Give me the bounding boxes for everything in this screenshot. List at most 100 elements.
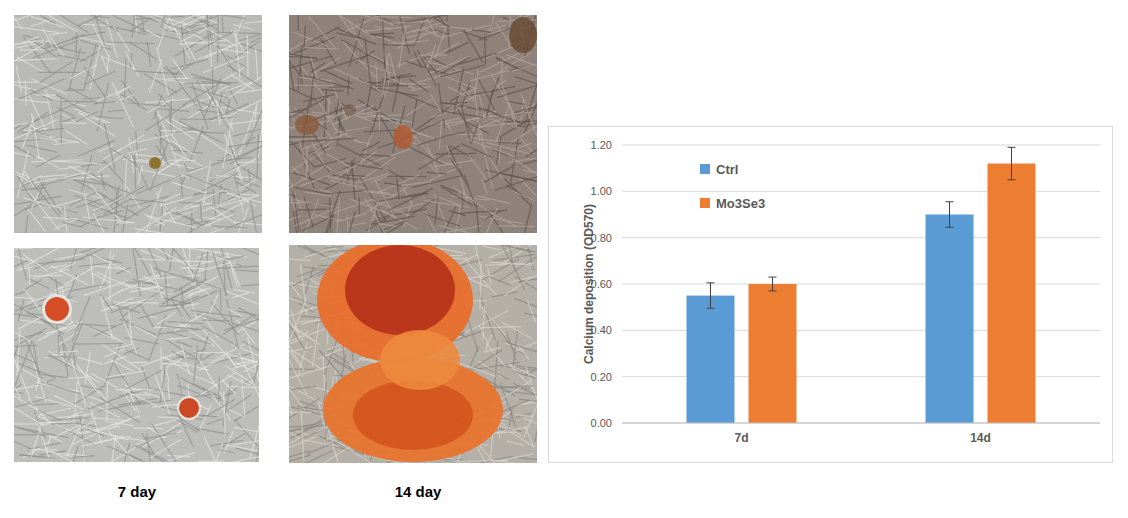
cell-streak [206,399,235,416]
micro-bg [14,248,259,462]
cell-streak [113,302,159,303]
cell-streak [291,386,316,390]
cell-streak [31,275,63,277]
cell-streak [481,306,506,335]
cell-streak [24,280,42,290]
cell-streak [220,289,222,312]
cell-streak [236,448,259,457]
cell-streak [222,380,236,394]
cell-streak [72,456,94,458]
cell-streak [83,217,134,223]
cell-streak [121,80,138,104]
panel-label: 7 day [118,483,157,500]
cell-streak [114,186,119,231]
cell-streak [246,101,262,147]
error-bar [1008,147,1016,179]
cell-streak [209,200,249,221]
cell-streak [481,326,521,328]
cell-streak [405,61,448,75]
cell-streak [34,411,46,439]
cell-streak [14,439,31,449]
legend-label: Mo3Se3 [716,196,765,211]
cell-streak [488,386,534,388]
cell-streak [14,123,28,127]
cell-streak [486,368,509,380]
cell-streak [466,139,515,157]
cell-streak [157,312,175,324]
error-bar [707,283,715,308]
cell-streak [28,190,59,230]
cell-streak [227,395,251,411]
cell-streak [481,51,524,72]
error-stem [949,202,950,227]
cell-streak [28,279,49,289]
cell-streak [43,217,78,219]
cell-streak [431,94,452,131]
cell-streak [57,166,80,169]
cell-streak [477,196,510,204]
cell-streak [370,95,383,135]
cell-streak [329,191,365,194]
cell-streak [473,245,483,278]
cell-streak [412,27,435,32]
cell-streak [40,175,67,177]
cell-streak [158,417,179,418]
micrograph [14,15,262,233]
cell-streak [14,15,45,21]
cell-streak [228,375,251,386]
cell-streak [510,272,537,283]
cell-streak [54,254,86,260]
cell-streak [527,300,535,322]
cell-streak [196,352,224,353]
cell-streak [303,94,334,101]
error-stem [710,283,711,308]
cell-streak [496,58,518,69]
figure: 7 day14 day0.000.200.400.600.801.001.20C… [0,0,1128,518]
cell-streak [461,143,493,157]
cell-streak [90,15,105,45]
cell-streak [322,89,343,91]
cell-streak [513,191,536,201]
cell-streak [371,175,390,183]
cell-streak [217,443,223,461]
cell-streak [169,261,212,262]
cell-streak [183,38,195,61]
cell-streak [373,85,408,87]
stain-blob [345,245,455,335]
cell-streak [395,203,424,210]
cell-streak [204,436,216,462]
cell-streak [498,142,521,143]
cell-streak [218,449,234,452]
cell-streak [35,396,74,407]
cell-streak [226,193,262,206]
cell-streak [54,161,102,164]
cell-streak [320,55,368,71]
cell-streak [210,45,212,68]
micrograph [289,15,537,233]
cell-streak [289,412,311,413]
cell-streak [131,199,166,202]
cell-streak [521,93,537,139]
cell-streak [198,460,224,462]
cell-streak [427,172,447,174]
cell-streak [135,207,176,233]
cell-streak [90,256,93,284]
cell-streak [364,113,413,122]
cell-streak [327,104,366,118]
cell-streak [32,359,46,402]
cell-streak [227,299,239,349]
cell-streak [324,246,343,248]
cell-streak [476,202,479,233]
stain-blob [295,115,319,135]
cell-streak [194,345,198,382]
cell-streak [116,222,134,224]
stain-blob [179,398,199,418]
cell-streak [93,17,118,32]
cell-streak [289,327,304,371]
cell-streak [14,26,59,32]
cell-streak [186,175,228,190]
cell-streak [203,388,219,395]
cell-streak [470,70,512,81]
cell-streak [289,366,330,379]
cell-streak [223,118,232,168]
